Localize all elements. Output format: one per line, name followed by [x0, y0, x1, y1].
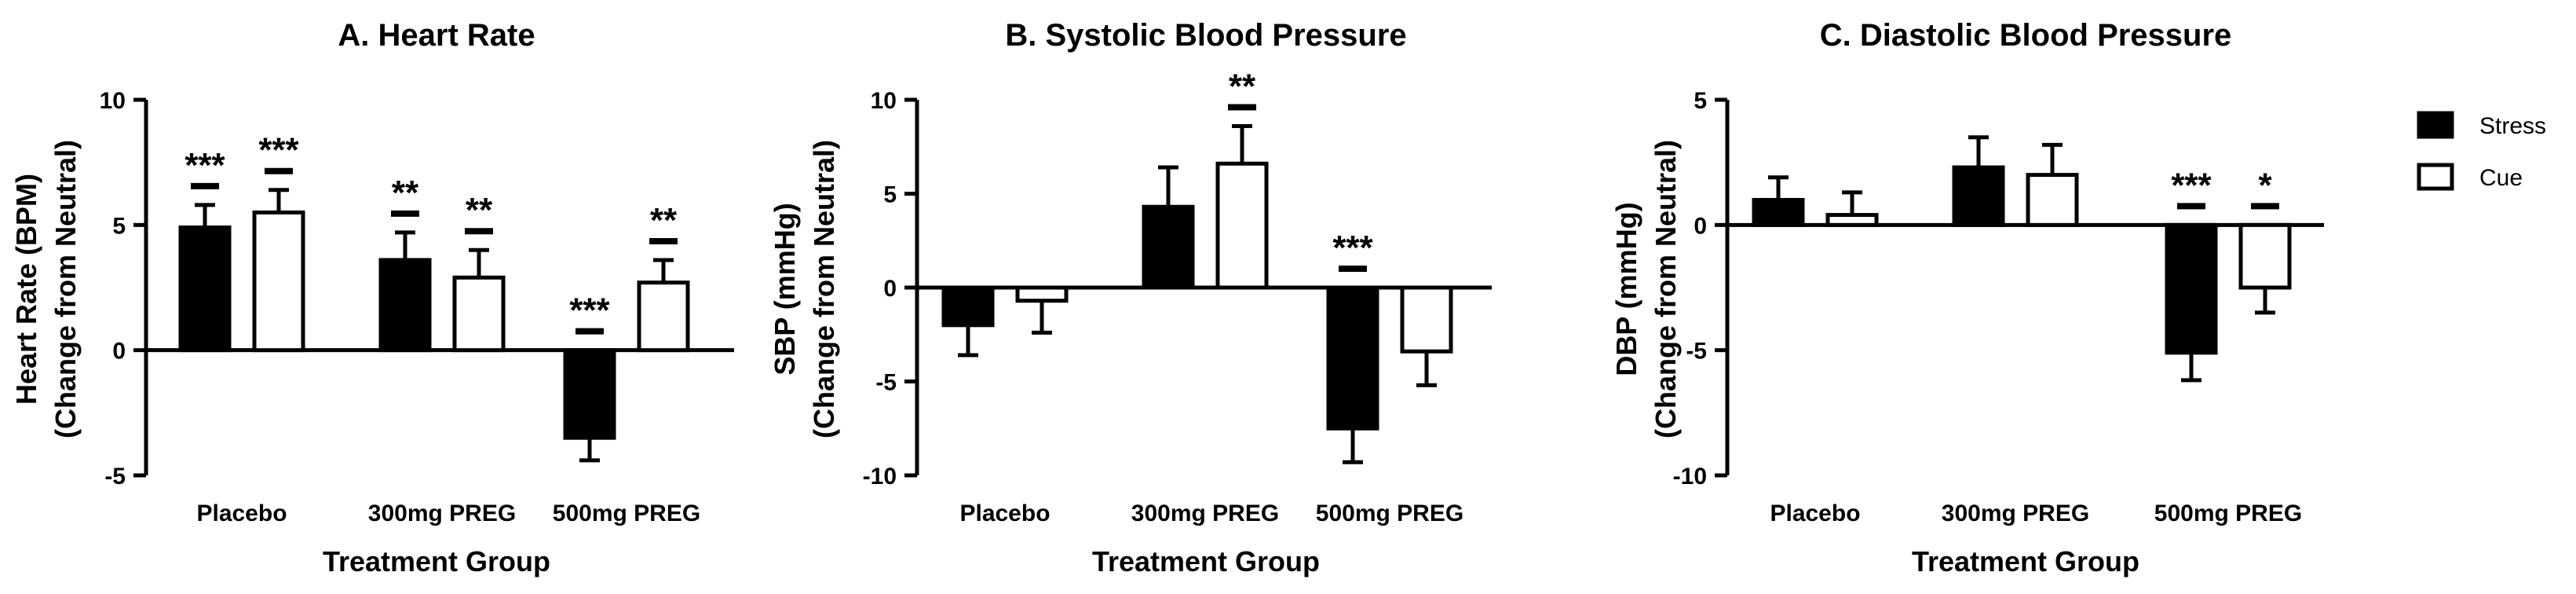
x-axis-label: Treatment Group [1092, 545, 1320, 578]
panel-title: C. Diastolic Blood Pressure [1820, 18, 2232, 53]
x-axis-label: Treatment Group [323, 545, 550, 578]
y-axis-label-line2: (Change from Neutral) [49, 140, 82, 438]
bar-cue [2026, 173, 2079, 227]
x-category-label: 300mg PREG [368, 500, 516, 526]
y-tick-label: 0 [883, 276, 897, 302]
y-tick-label: -5 [104, 464, 126, 490]
bar-cue [1825, 213, 1879, 227]
significance-label: ** [1229, 67, 1256, 105]
significance-label: ** [650, 201, 678, 240]
significance-label: *** [1332, 229, 1373, 267]
significance-label: *** [569, 292, 610, 330]
legend-label-stress: Stress [2479, 113, 2546, 139]
bar-stress [378, 258, 432, 353]
x-category-label: 500mg PREG [2154, 500, 2302, 526]
y-axis-label-line2: (Change from Neutral) [808, 140, 840, 438]
x-category-label: 500mg PREG [553, 500, 700, 526]
significance-label: * [2258, 166, 2272, 204]
bar-cue [637, 280, 690, 353]
y-tick-label: -5 [875, 370, 897, 396]
y-tick-label: 0 [1694, 213, 1707, 239]
legend-swatch-cue [2417, 163, 2454, 191]
y-axis-label-line1: DBP (mmHg) [1610, 202, 1642, 376]
y-tick-label: 5 [112, 213, 126, 239]
panel-title: B. Systolic Blood Pressure [1005, 18, 1406, 53]
bar-stress [1752, 197, 1805, 227]
y-tick-label: -5 [1686, 339, 1707, 365]
y-tick-label: 5 [1694, 88, 1707, 114]
significance-label: *** [2171, 166, 2212, 204]
bar-stress [1142, 204, 1195, 290]
bar-stress [941, 285, 995, 328]
significance-label: *** [258, 131, 299, 170]
x-category-label: Placebo [959, 500, 1050, 526]
x-axis-label: Treatment Group [1912, 545, 2139, 578]
x-category-label: 500mg PREG [1316, 500, 1463, 526]
y-axis-label-line2: (Change from Neutral) [1650, 140, 1682, 438]
legend-swatch-stress [2417, 111, 2454, 139]
y-tick-label: 10 [871, 88, 897, 114]
bar-cue [1400, 285, 1453, 354]
panel-systolic-bp: B. Systolic Blood Pressure SBP (mmHg) (C… [769, 18, 1492, 578]
bar-stress [2165, 222, 2218, 355]
y-tick-label: -10 [1673, 464, 1707, 490]
x-category-label: Placebo [196, 500, 287, 526]
y-tick-label: 5 [883, 182, 897, 208]
bar-cue [1215, 161, 1269, 290]
y-tick-label: -10 [863, 464, 897, 490]
legend-label-cue: Cue [2479, 165, 2523, 191]
y-tick-label: 10 [100, 88, 126, 114]
bar-stress [563, 348, 616, 440]
y-axis-label-line1: SBP (mmHg) [769, 203, 801, 375]
bar-cue [452, 275, 506, 353]
panel-title: A. Heart Rate [338, 18, 535, 53]
significance-label: ** [466, 191, 493, 229]
y-axis-label-line1: Heart Rate (BPM) [10, 174, 42, 405]
bar-cue [252, 210, 305, 353]
significance-label: ** [392, 174, 419, 212]
significance-label: *** [185, 146, 225, 185]
legend: Stress Cue [2417, 111, 2546, 191]
bar-stress [178, 226, 232, 353]
y-tick-label: 0 [112, 339, 126, 365]
bar-cue [1015, 285, 1069, 303]
panel-heart-rate: A. Heart Rate Heart Rate (BPM) (Change f… [10, 18, 734, 578]
x-category-label: 300mg PREG [1131, 500, 1279, 526]
bar-stress [1326, 285, 1379, 431]
x-category-label: 300mg PREG [1942, 500, 2089, 526]
x-category-label: Placebo [1770, 500, 1860, 526]
bar-cue [2238, 222, 2292, 290]
bar-stress [1952, 165, 2005, 227]
panel-diastolic-bp: C. Diastolic Blood Pressure DBP (mmHg) (… [1610, 18, 2324, 578]
